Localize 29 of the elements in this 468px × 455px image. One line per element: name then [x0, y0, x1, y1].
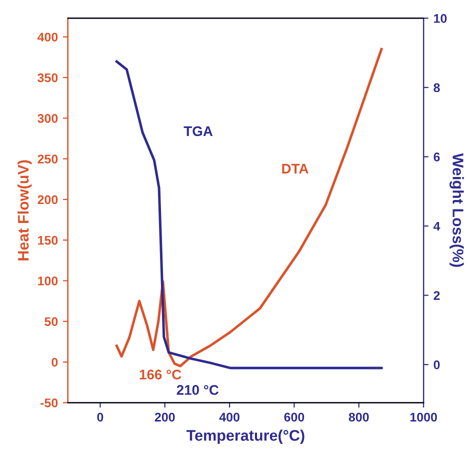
x-tick-label: 200	[154, 412, 175, 422]
y2-tick-label: 6	[434, 152, 440, 162]
annotation: 166 °C	[140, 370, 182, 380]
x-tick-label: 600	[284, 412, 304, 422]
y-tick-label: 100	[38, 276, 58, 286]
y-tick-label: 350	[38, 73, 58, 82]
y2-tick-label: 0	[434, 360, 440, 370]
y2-tick-label: 8	[434, 83, 440, 92]
y-tick-label: 300	[38, 114, 58, 123]
y2-tick-label: 4	[433, 222, 440, 231]
series-label: DTA	[282, 164, 308, 174]
text: TGA	[184, 126, 213, 136]
x-tick-label: 800	[348, 412, 369, 422]
y-tick-label: 400	[37, 32, 58, 42]
annotation: 210 °C	[176, 385, 219, 395]
x-tick-label: 400	[219, 412, 240, 422]
y-tick-label: 150	[38, 236, 58, 245]
y-tick-label: -50	[40, 398, 58, 408]
y2-axis-title: Weight Loss(%)	[450, 153, 464, 267]
x-tick-label: 1000	[410, 412, 437, 422]
y-tick-label: 0	[52, 358, 58, 367]
y2-tick-label: 2	[434, 291, 440, 300]
y-tick-label: 200	[38, 195, 58, 204]
y2-tick-label: 10	[434, 14, 447, 23]
y-tick-label: 250	[38, 154, 58, 164]
y-tick-label: 50	[44, 317, 58, 326]
x-axis-title: Temperature(°C)	[186, 430, 304, 444]
x-tick-label: 0	[97, 412, 104, 422]
y-axis-title: Heat Flow(uV)	[17, 160, 32, 260]
